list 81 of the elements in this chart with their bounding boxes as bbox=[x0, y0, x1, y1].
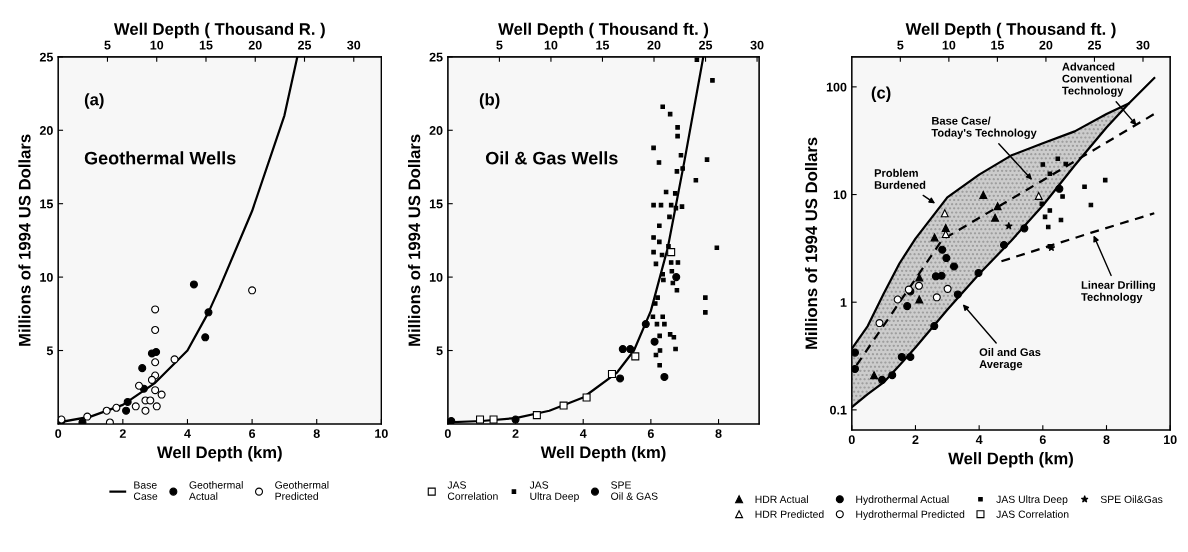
x2-tick-label: 30 bbox=[1136, 40, 1150, 50]
y-tick-label: 10 bbox=[429, 272, 443, 282]
x-tick-label: 2 bbox=[119, 429, 126, 438]
x2-tick-label: 5 bbox=[496, 40, 503, 50]
x2-axis-title: Well Depth ( Thousand ft. ) bbox=[905, 22, 1116, 39]
x2-tick-label: 30 bbox=[347, 40, 361, 50]
legend-label: Geothermal Actual bbox=[189, 481, 243, 500]
x2-tick-label: 20 bbox=[1039, 40, 1053, 50]
x2-tick-label: 15 bbox=[199, 40, 213, 50]
x-tick-label: 0 bbox=[444, 429, 451, 438]
x2-tick-label: 25 bbox=[699, 40, 713, 50]
annotation: (a) bbox=[84, 93, 104, 109]
y-tick-label: 10 bbox=[833, 190, 847, 200]
x2-tick-label: 20 bbox=[647, 40, 661, 50]
legend-label: HDR Predicted bbox=[755, 510, 824, 518]
legend-label: Hydrothermal Actual bbox=[856, 495, 949, 506]
y-tick-label: 0.1 bbox=[830, 405, 847, 415]
x2-tick-label: 10 bbox=[150, 40, 164, 50]
x-tick-label: 0 bbox=[55, 429, 62, 438]
x-tick-label: 2 bbox=[512, 429, 519, 438]
x2-tick-label: 5 bbox=[104, 40, 111, 50]
x-tick-label: 10 bbox=[375, 429, 388, 438]
annotation: Oil & Gas Wells bbox=[485, 151, 618, 165]
y-tick-label: 15 bbox=[40, 199, 53, 209]
legend-label: JAS Ultra Deep bbox=[529, 481, 579, 502]
legend-label: JAS Ultra Deep bbox=[996, 495, 1068, 506]
x2-tick-label: 20 bbox=[248, 40, 262, 50]
x-tick-label: 6 bbox=[647, 429, 654, 438]
annotation: Advanced Conventional Technology bbox=[1062, 62, 1132, 97]
y-tick-label: 10 bbox=[40, 272, 53, 282]
x2-tick-label: 10 bbox=[544, 40, 558, 50]
x-axis-title: Well Depth (km) bbox=[156, 446, 282, 462]
x-tick-label: 6 bbox=[249, 429, 256, 438]
y-tick-label: 25 bbox=[39, 52, 53, 62]
x2-tick-label: 25 bbox=[1087, 40, 1102, 50]
annotation: Base Case/ Today's Technology bbox=[931, 116, 1037, 139]
legend-label: Hydrothermal Predicted bbox=[856, 510, 965, 520]
y-tick-label: 5 bbox=[46, 346, 53, 356]
y-axis-title: Millions of 1994 US Dollars bbox=[408, 134, 421, 346]
y-tick-label: 20 bbox=[429, 126, 443, 135]
legend-label: JAS Correlation bbox=[996, 510, 1069, 518]
legend-label: JAS Correlation bbox=[447, 481, 498, 500]
y-tick-label: 1 bbox=[840, 298, 847, 307]
annotation: Oil and Gas Average bbox=[979, 347, 1041, 371]
x-tick-label: 6 bbox=[1039, 435, 1046, 445]
y-axis-title: Millions of 1994 US Dollars bbox=[18, 134, 31, 346]
x2-tick-label: 15 bbox=[991, 40, 1004, 50]
x-tick-label: 8 bbox=[1103, 435, 1110, 445]
x2-tick-label: 25 bbox=[297, 40, 312, 50]
legend-label: SPE Oil & GAS bbox=[611, 481, 658, 500]
x-tick-label: 2 bbox=[912, 435, 919, 444]
annotation: Problem Burdened bbox=[874, 168, 926, 189]
annotation: Linear Drilling Technology bbox=[1081, 280, 1155, 304]
x-tick-label: 4 bbox=[975, 435, 983, 444]
x-tick-label: 8 bbox=[715, 429, 722, 438]
y-tick-label: 20 bbox=[39, 126, 53, 135]
y-tick-label: 5 bbox=[436, 346, 443, 356]
x2-tick-label: 15 bbox=[596, 40, 610, 50]
x2-tick-label: 5 bbox=[897, 40, 904, 50]
x-axis-title: Well Depth (km) bbox=[948, 452, 1073, 468]
y-axis-title: Millions of 1994 US Dollars bbox=[804, 137, 818, 349]
x-tick-label: 8 bbox=[313, 429, 320, 438]
annotation: Geothermal Wells bbox=[84, 151, 236, 165]
x-tick-label: 4 bbox=[579, 429, 587, 438]
y-tick-label: 15 bbox=[429, 199, 443, 209]
annotation: (c) bbox=[871, 86, 891, 102]
annotation: (b) bbox=[479, 93, 500, 109]
y-tick-label: 100 bbox=[826, 82, 847, 92]
x-tick-label: 0 bbox=[848, 435, 855, 445]
x2-axis-title: Well Depth ( Thousand R. ) bbox=[113, 22, 325, 39]
x2-tick-label: 10 bbox=[942, 40, 956, 50]
x2-axis-title: Well Depth ( Thousand ft. ) bbox=[498, 22, 709, 39]
legend-label: Base Case bbox=[133, 481, 158, 500]
x-tick-label: 4 bbox=[184, 429, 191, 438]
legend-label: HDR Actual bbox=[755, 495, 808, 504]
x-axis-title: Well Depth (km) bbox=[540, 446, 666, 462]
legend-label: SPE Oil&Gas bbox=[1100, 495, 1163, 504]
x-tick-label: 10 bbox=[1164, 435, 1177, 445]
legend-label: Geothermal Predicted bbox=[275, 481, 329, 500]
y-tick-label: 25 bbox=[429, 52, 443, 62]
x2-tick-label: 30 bbox=[750, 40, 764, 50]
